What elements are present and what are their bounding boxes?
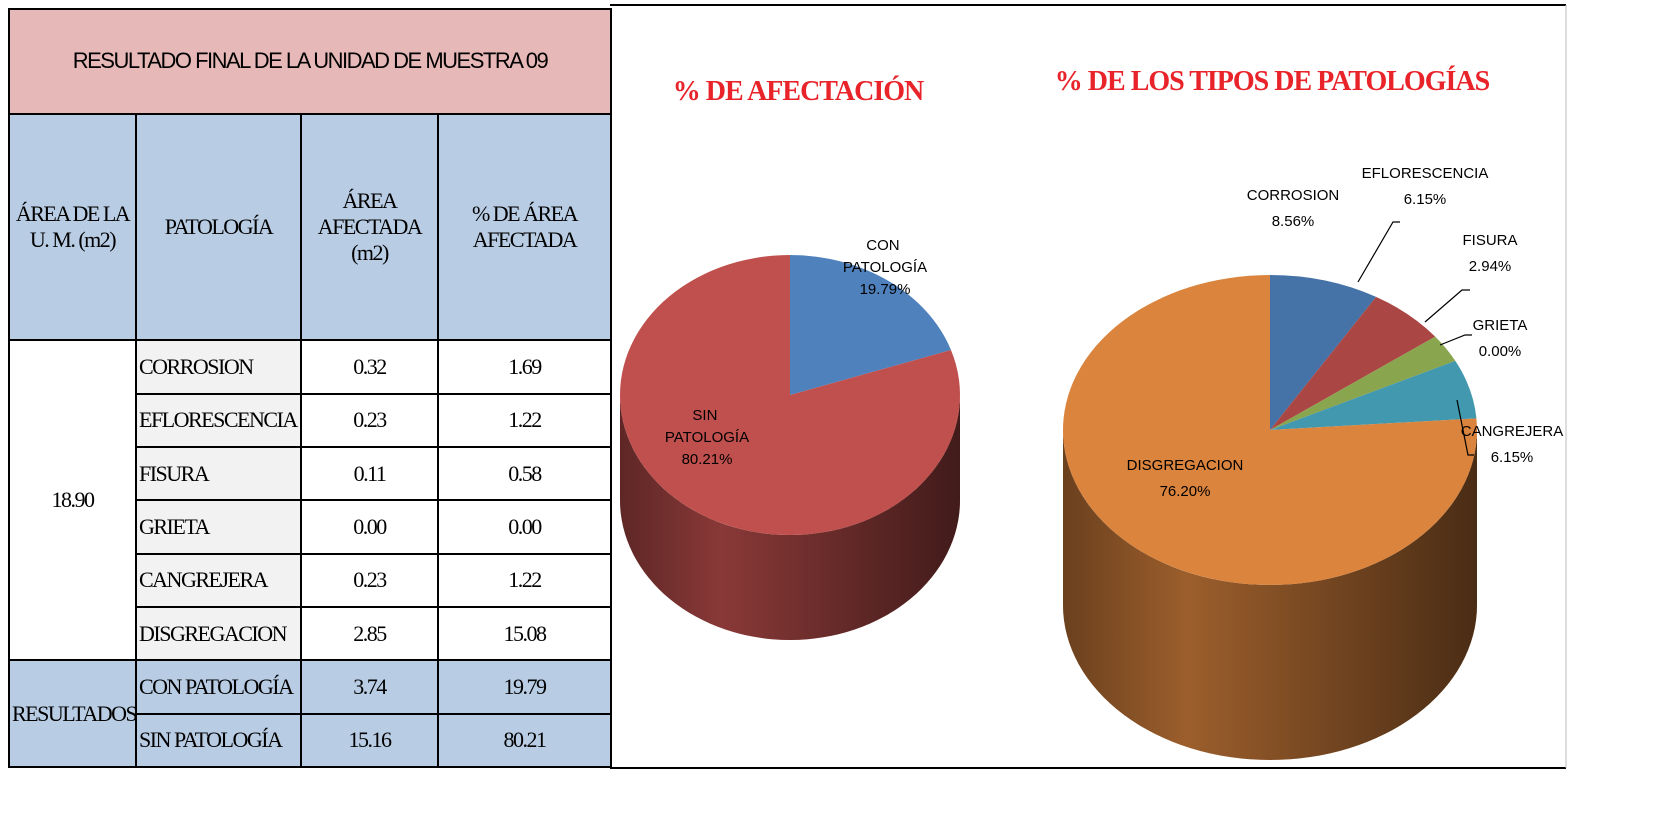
cell: 3.74 bbox=[300, 659, 439, 715]
leader-line bbox=[1456, 399, 1474, 456]
cell: 1.69 bbox=[437, 339, 612, 395]
slice-label: GRIETA bbox=[1473, 317, 1528, 334]
cell: 0.00 bbox=[437, 499, 612, 555]
chart-title: % DE LOS TIPOS DE PATOLOGÍAS bbox=[1055, 66, 1490, 97]
cell: 0.32 bbox=[300, 339, 439, 395]
pie-slice bbox=[1270, 296, 1436, 430]
cell: CANGREJERA bbox=[135, 552, 302, 608]
pie-slice bbox=[1270, 275, 1377, 430]
header: ÁREA AFECTADA (m2) bbox=[300, 112, 439, 342]
side-shade bbox=[1063, 430, 1477, 760]
slice-label: FISURA bbox=[1462, 232, 1517, 249]
header: % DE ÁREA AFECTADA bbox=[437, 112, 612, 342]
pie-slice bbox=[790, 255, 951, 395]
slice-label: CORROSION bbox=[1247, 187, 1340, 204]
header: ÁREA DE LA U. M. (m2) bbox=[8, 112, 137, 342]
leader-line bbox=[1439, 334, 1472, 346]
slice-label: CANGREJERA bbox=[1461, 423, 1564, 440]
pie-slice bbox=[1270, 336, 1456, 430]
value-label: 2.94% bbox=[1469, 258, 1512, 275]
results-table: RESULTADO FINAL DE LA UNIDAD DE MUESTRA … bbox=[8, 8, 612, 769]
label-line: PATOLOGÍA bbox=[843, 259, 927, 276]
chart-title: % DE AFECTACIÓN bbox=[673, 76, 924, 107]
value-label: 0.00% bbox=[1479, 343, 1522, 360]
header: PATOLOGÍA bbox=[135, 112, 302, 342]
leader-line bbox=[1424, 289, 1470, 323]
cell: 0.23 bbox=[300, 552, 439, 608]
value-label: 8.56% bbox=[1272, 213, 1315, 230]
cell: 0.23 bbox=[300, 392, 439, 448]
slice-label: DISGREGACION bbox=[1127, 457, 1244, 474]
cell: CORROSION bbox=[135, 339, 302, 395]
pie-slice bbox=[1063, 275, 1477, 586]
cell: FISURA bbox=[135, 445, 302, 502]
slice-label: CON PATOLOGÍA bbox=[843, 237, 927, 276]
cell: DISGREGACION bbox=[135, 605, 302, 662]
leader-line bbox=[1357, 221, 1400, 283]
cell: 1.22 bbox=[437, 552, 612, 608]
pie-slice bbox=[620, 255, 961, 536]
pie-slice bbox=[1270, 360, 1477, 430]
value-label: 19.79% bbox=[860, 281, 911, 298]
slice-label: SIN PATOLOGÍA bbox=[665, 407, 749, 446]
cell: 2.85 bbox=[300, 605, 439, 662]
cell: 19.79 bbox=[437, 659, 612, 715]
cell: 80.21 bbox=[437, 712, 612, 769]
slice-label: EFLORESCENCIA bbox=[1362, 165, 1489, 182]
value-label: 6.15% bbox=[1491, 449, 1534, 466]
cell: GRIETA bbox=[135, 499, 302, 555]
value-label: 76.20% bbox=[1160, 483, 1211, 500]
side-shade bbox=[620, 395, 960, 640]
cell: 15.08 bbox=[437, 605, 612, 662]
cell: CON PATOLOGÍA bbox=[135, 659, 302, 715]
label-line: CON bbox=[866, 237, 904, 254]
value-label: 6.15% bbox=[1404, 191, 1447, 208]
cell: EFLORESCENCIA bbox=[135, 392, 302, 448]
cell: 0.11 bbox=[300, 445, 439, 502]
cell: 0.58 bbox=[437, 445, 612, 502]
label-line: PATOLOGÍA bbox=[665, 429, 749, 446]
cell: 15.16 bbox=[300, 712, 439, 769]
table-title: RESULTADO FINAL DE LA UNIDAD DE MUESTRA … bbox=[8, 8, 612, 115]
value-label: 80.21% bbox=[682, 451, 733, 468]
cell: 1.22 bbox=[437, 392, 612, 448]
unit-area: 18.90 bbox=[8, 339, 137, 662]
cell: 0.00 bbox=[300, 499, 439, 555]
cell: SIN PATOLOGÍA bbox=[135, 712, 302, 769]
results-label: RESULTADOS bbox=[8, 659, 138, 768]
label-line: SIN bbox=[692, 407, 721, 424]
